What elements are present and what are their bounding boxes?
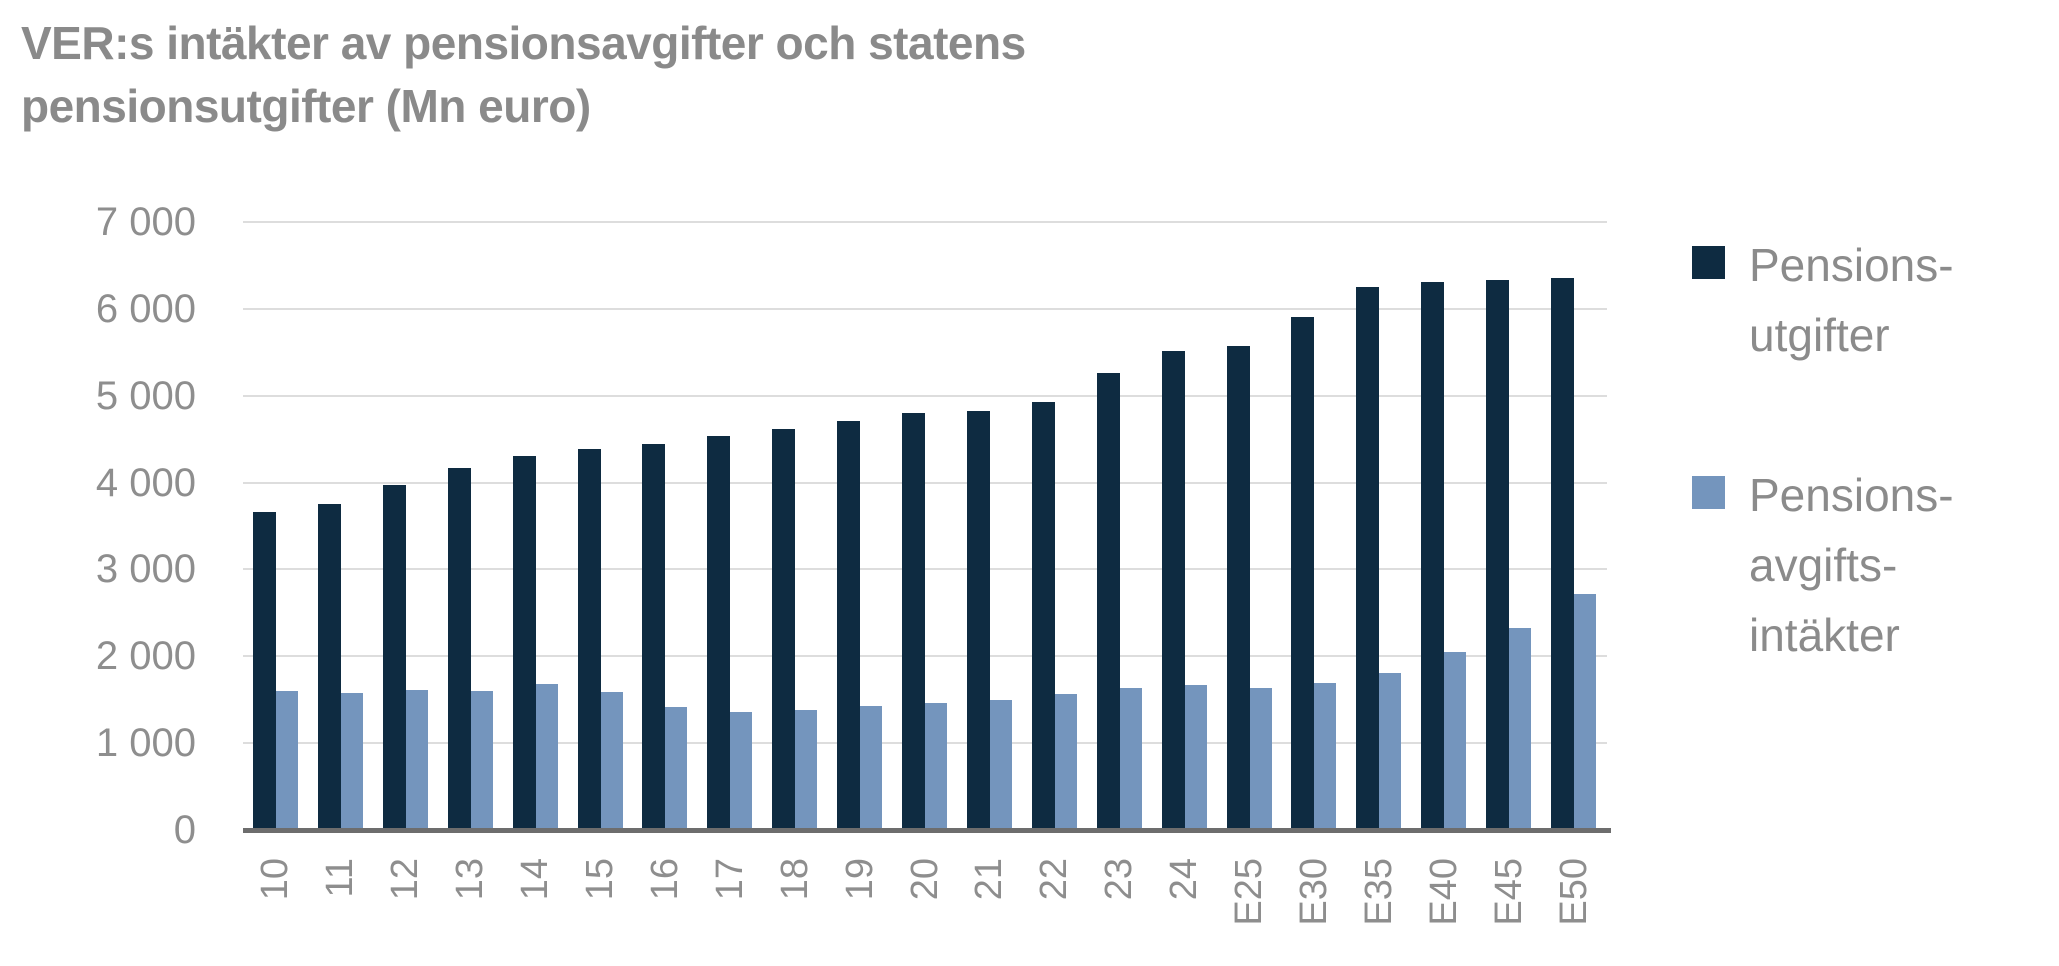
bar-utgifter-22 [1031, 402, 1055, 832]
bar-utgifter-17 [707, 435, 731, 832]
legend-label-line: Pensions- [1749, 469, 1954, 521]
bar-avgifter-24 [1184, 685, 1207, 832]
bar-avgifter-19 [860, 706, 883, 832]
x-axis-label-text: E25 [1228, 858, 1271, 926]
x-axis-label-text: 21 [968, 858, 1011, 901]
bar-avgifter-21 [989, 699, 1012, 832]
x-axis-label-text: 19 [838, 858, 881, 901]
x-axis-label-text: 17 [708, 858, 751, 901]
bar-avgifter-23 [1119, 687, 1142, 832]
y-axis-tick-label: 6 000 [95, 286, 196, 331]
bar-avgifter-E40 [1444, 652, 1467, 832]
gridline [243, 307, 1607, 310]
x-axis-label-text: 18 [773, 858, 816, 901]
bar-utgifter-24 [1161, 350, 1185, 832]
y-axis-tick-label: 7 000 [95, 200, 196, 244]
bar-utgifter-E25 [1226, 345, 1250, 832]
x-axis-label-text: 24 [1163, 858, 1206, 901]
legend-label-line: intäkter [1749, 609, 1900, 661]
x-axis-label-text: 20 [903, 858, 946, 901]
x-axis-label-text: 15 [578, 858, 621, 901]
bar-utgifter-13 [447, 468, 471, 832]
x-axis-label-text: E50 [1552, 858, 1595, 926]
x-axis-label-text: E30 [1292, 858, 1335, 926]
bar-utgifter-12 [382, 484, 406, 832]
bar-utgifter-E40 [1421, 282, 1445, 832]
bar-utgifter-11 [317, 503, 341, 832]
bar-utgifter-18 [772, 428, 796, 832]
bar-avgifter-16 [665, 706, 688, 832]
bar-avgifter-E45 [1509, 627, 1532, 832]
bar-utgifter-15 [577, 448, 601, 832]
legend-item-avgifter: Pensions-avgifts-intäkter [1692, 460, 1954, 670]
y-axis-tick-label: 3 000 [95, 547, 196, 592]
legend-swatch [1692, 246, 1725, 279]
bar-utgifter-E50 [1551, 277, 1575, 832]
bar-avgifter-15 [600, 692, 623, 832]
x-axis-label-text: 22 [1033, 858, 1076, 901]
x-axis-label-text: 14 [514, 858, 557, 901]
bar-utgifter-20 [902, 413, 926, 832]
legend-label: Pensions-utgifter [1749, 230, 1954, 370]
bar-utgifter-E35 [1356, 287, 1380, 832]
legend-label: Pensions-avgifts-intäkter [1749, 460, 1954, 670]
legend-swatch [1692, 476, 1725, 509]
bar-utgifter-E45 [1486, 280, 1510, 832]
bar-avgifter-20 [925, 702, 948, 832]
y-axis-tick-label: 5 000 [95, 373, 196, 418]
bar-avgifter-10 [276, 691, 298, 832]
legend-label-line: utgifter [1749, 309, 1890, 361]
bar-avgifter-E50 [1574, 594, 1597, 832]
bar-avgifter-13 [470, 691, 493, 832]
x-axis-label-text: 12 [384, 858, 427, 901]
bar-utgifter-14 [512, 455, 536, 832]
x-axis-label-text: E35 [1357, 858, 1400, 926]
bar-avgifter-17 [730, 712, 753, 832]
x-axis-line [243, 828, 1611, 833]
x-axis-label-text: 16 [643, 858, 686, 901]
x-axis-label-text: E45 [1487, 858, 1530, 926]
y-axis-tick-label: 1 000 [95, 721, 196, 766]
bar-avgifter-E35 [1379, 673, 1402, 832]
y-axis-tick-label: 4 000 [95, 460, 196, 505]
legend-label-line: Pensions- [1749, 239, 1954, 291]
bar-avgifter-14 [535, 684, 558, 832]
bar-avgifter-22 [1054, 693, 1077, 832]
bar-utgifter-10 [253, 512, 276, 832]
x-axis-label-text: 10 [254, 858, 297, 901]
bar-avgifter-11 [340, 693, 363, 832]
bar-utgifter-16 [642, 443, 666, 832]
chart-title: VER:s intäkter av pensionsavgifter och s… [21, 12, 1026, 138]
bar-utgifter-21 [966, 410, 990, 832]
bar-utgifter-23 [1096, 372, 1120, 832]
x-axis-label-text: 11 [319, 858, 362, 898]
gridline [243, 221, 1607, 223]
bar-avgifter-E25 [1249, 687, 1272, 832]
gridline [243, 394, 1607, 397]
bar-utgifter-E30 [1291, 316, 1315, 832]
y-axis-tick-label: 0 [173, 808, 196, 852]
y-axis-tick-label: 2 000 [95, 634, 196, 679]
bar-avgifter-12 [405, 690, 428, 832]
bar-utgifter-19 [837, 421, 861, 832]
chart-title-line-1: VER:s intäkter av pensionsavgifter och s… [21, 17, 1026, 69]
legend-label-line: avgifts- [1749, 539, 1898, 591]
bar-avgifter-18 [795, 710, 818, 832]
bar-avgifter-E30 [1314, 683, 1337, 832]
legend-item-utgifter: Pensions-utgifter [1692, 230, 1954, 370]
x-axis-label-text: E40 [1422, 858, 1465, 926]
chart-title-line-2: pensionsutgifter (Mn euro) [21, 80, 591, 132]
x-axis-label-text: 13 [449, 858, 492, 901]
x-axis-label-text: 23 [1098, 858, 1141, 901]
